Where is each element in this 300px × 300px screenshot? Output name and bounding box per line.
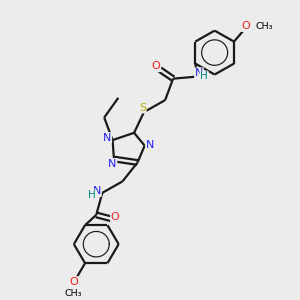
Text: N: N bbox=[103, 133, 111, 143]
Text: O: O bbox=[242, 21, 250, 31]
Text: N: N bbox=[195, 68, 203, 78]
Text: O: O bbox=[111, 212, 119, 222]
Text: CH₃: CH₃ bbox=[255, 22, 273, 32]
Text: H: H bbox=[200, 71, 208, 81]
Text: S: S bbox=[139, 103, 146, 113]
Text: N: N bbox=[146, 140, 154, 150]
Text: N: N bbox=[108, 159, 117, 169]
Text: H: H bbox=[88, 190, 96, 200]
Text: N: N bbox=[93, 186, 101, 197]
Text: O: O bbox=[70, 277, 78, 287]
Text: O: O bbox=[152, 61, 161, 71]
Text: CH₃: CH₃ bbox=[64, 290, 82, 298]
